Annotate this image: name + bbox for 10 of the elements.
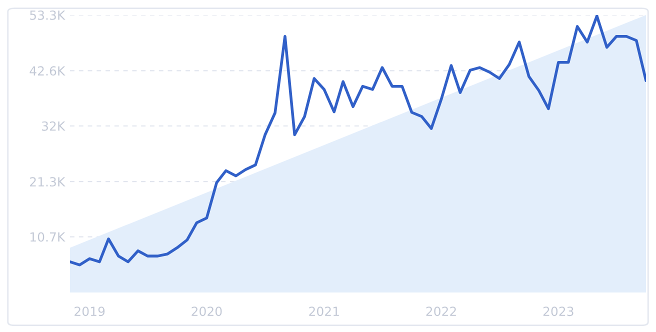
x-tick-label: 2019 bbox=[74, 306, 105, 316]
x-tick-label: 2021 bbox=[309, 306, 339, 316]
y-tick-label: 32K bbox=[42, 121, 66, 131]
y-tick-label: 42.6K bbox=[30, 66, 66, 76]
y-tick-label: 21.3K bbox=[30, 177, 66, 187]
x-tick-label: 2023 bbox=[543, 306, 574, 316]
y-tick-label: 53.3K bbox=[30, 10, 66, 20]
x-tick-label: 2022 bbox=[426, 306, 456, 316]
x-tick-label: 2020 bbox=[192, 306, 222, 316]
y-tick-label: 10.7K bbox=[30, 232, 66, 242]
